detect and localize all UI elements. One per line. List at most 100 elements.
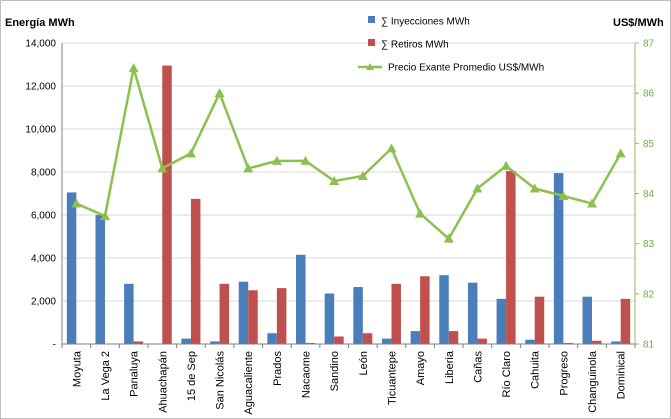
price-marker [357,170,368,180]
bar-inyecciones [324,293,335,344]
price-line [75,66,622,240]
y-tick-label-right: 86 [643,89,655,100]
x-category-label: Nacaome [301,351,313,398]
bar-inyecciones [582,296,593,344]
y-tick-label-left: 8,000 [31,168,56,179]
price-marker [501,160,512,170]
y-tick-label-left: 12,000 [25,82,56,93]
price-line-series [71,63,626,243]
y-tick-label-right: 83 [643,239,655,250]
x-category-label: Ticuantepe [386,351,398,405]
x-category-label: Panaluya [129,350,141,397]
price-marker [185,148,196,158]
x-category-label: Cañas [472,351,484,383]
x-category-label: 15 de Sep [186,351,198,401]
y-tick-label-left: 4,000 [31,254,56,265]
bar-inyecciones [296,254,306,344]
bar-retiros [248,290,258,344]
bar-inyecciones [553,173,564,344]
x-category-label: León [358,351,370,375]
bar-inyecciones [439,275,449,344]
x-category-label: Ahuachapán [157,351,169,413]
bar-retiros [391,283,401,344]
x-category-label: San Nicolás [215,351,227,410]
legend-label: ∑ Inyecciones MWh [381,17,470,28]
bar-retiros [477,338,487,344]
bar-retiros [620,298,631,344]
bar-retiros [190,198,201,344]
legend-label: ∑ Retiros MWh [381,40,449,51]
legend-swatch-retiros [368,39,375,46]
x-category-label: Sandino [329,351,341,391]
x-category-label: Dominical [616,351,628,399]
bar-retiros [133,341,144,344]
y-tick-label-left: 14,000 [25,39,56,50]
price-marker [529,183,540,193]
legend-marker-precio [366,63,374,70]
bar-retiros [448,331,459,344]
price-marker [300,155,311,165]
price-marker [157,163,168,173]
x-category-label: Amayo [415,351,427,385]
y-tick-label-left: 2,000 [31,297,56,308]
bar-inyecciones [181,338,191,344]
bar-inyecciones [525,339,535,344]
bar-retiros [592,340,602,344]
bar-inyecciones [238,281,249,344]
price-marker [558,191,569,201]
price-marker [329,175,340,185]
bar-retiros [506,170,516,344]
y-tick-label-left: 6,000 [31,211,56,222]
price-marker [587,198,598,208]
price-marker [615,148,626,158]
price-marker [443,233,454,243]
y-tick-label-right: 87 [643,39,655,50]
y-axis-title-left: Energía MWh [5,17,75,29]
bar-inyecciones [410,331,421,344]
x-category-label: Moyuta [71,350,83,387]
x-category-label: Cahuita [530,350,542,389]
price-marker [128,63,139,73]
x-category-label: Aguacaliente [243,351,255,415]
bar-inyecciones [124,283,134,344]
price-marker [99,211,110,221]
y-tick-label-left: - [53,340,56,351]
bar-retiros [276,288,287,344]
tick-labels: - 2,000 4,000 6,000 8,000 10,000 12,000 14,000 8… [25,39,654,415]
price-marker [71,198,82,208]
y-tick-label-right: 81 [643,340,655,351]
bar-inyecciones [496,298,507,344]
bar-inyecciones [95,215,105,344]
price-marker [214,88,225,98]
y-tick-label-left: 10,000 [25,125,56,136]
bar-retiros [162,65,172,344]
x-category-label: Changuinola [587,350,599,413]
bar-retiros [334,336,344,344]
bar-inyecciones [467,282,478,344]
bar-retiros [563,342,573,344]
bar-inyecciones [353,287,363,344]
bar-inyecciones [611,341,621,344]
gridlines [62,42,635,302]
y-tick-label-right: 84 [643,189,655,200]
y-tick-label-right: 85 [643,139,655,150]
y-axis-title-right: US$/MWh [613,17,664,29]
x-category-label: Progreso [558,351,570,396]
price-marker [271,155,282,165]
legend: ∑ Inyecciones MWh ∑ Retiros MWh Precio Exa… [358,16,544,74]
bar-retiros [305,342,316,344]
x-category-label: Río Claro [501,351,513,397]
bar-retiros [219,283,230,344]
bar-retiros [362,333,373,344]
price-marker [386,143,397,153]
legend-label: Precio Exante Promedio US$/MWh [388,63,544,74]
bar-retiros [534,296,545,344]
price-marker [415,208,426,218]
bar-inyecciones [381,338,392,344]
bar-inyecciones [66,192,77,344]
legend-swatch-inyecciones [368,16,375,23]
axes [61,42,639,348]
x-category-label: La Vega 2 [100,351,112,401]
